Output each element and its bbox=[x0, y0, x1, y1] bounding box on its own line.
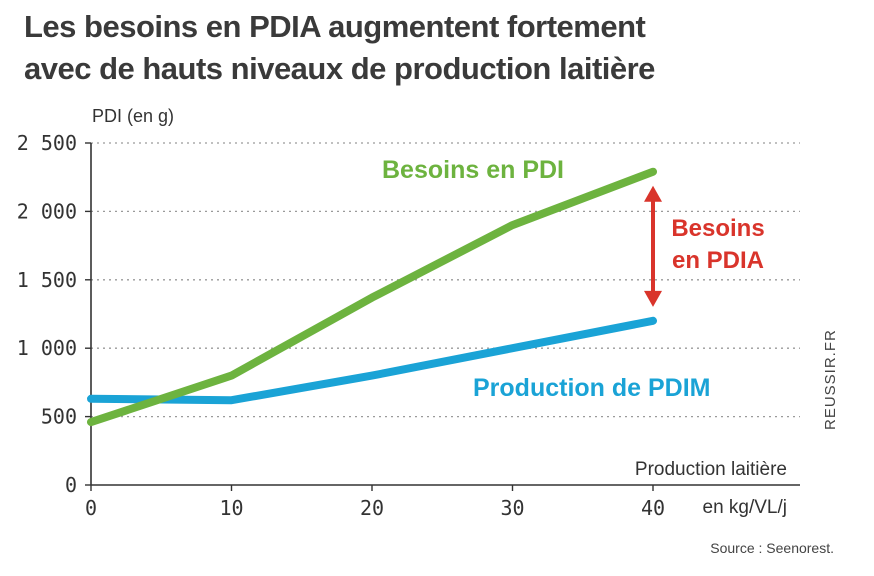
y-tick-label-1500: 1 500 bbox=[17, 268, 77, 292]
x-axis-label-line-1: Production laitière bbox=[635, 459, 787, 480]
grid bbox=[91, 142, 800, 418]
axes bbox=[85, 142, 800, 491]
title-line-2: avec de hauts niveaux de production lait… bbox=[24, 51, 655, 86]
x-tick-label-30: 30 bbox=[500, 496, 524, 520]
pdia-label-line-2: en PDIA bbox=[672, 247, 764, 274]
series-line-0 bbox=[87, 167, 657, 427]
x-tick-label-40: 40 bbox=[641, 496, 665, 520]
tick-labels: 0 500 1 000 1 500 2 000 2 500 0 10 20 30 40 bbox=[17, 131, 665, 520]
y-axis-label: PDI (en g) bbox=[92, 106, 174, 126]
x-axis-label-line-2: en kg/VL/j bbox=[703, 497, 788, 518]
y-tick-label-500: 500 bbox=[41, 405, 77, 429]
source-note: Source : Seenorest. bbox=[710, 540, 834, 556]
pdia-arrow-head-bottom bbox=[644, 290, 662, 307]
pdia-arrow-head-top bbox=[644, 185, 662, 202]
series-label-production-pdim: Production de PDIM bbox=[473, 374, 711, 402]
x-tick-label-0: 0 bbox=[85, 496, 97, 520]
series-label-besoins-pdi: Besoins en PDI bbox=[382, 156, 564, 184]
series bbox=[87, 167, 657, 427]
y-tick-label-2000: 2 000 bbox=[17, 199, 77, 223]
y-tick-label-1000: 1 000 bbox=[17, 336, 77, 360]
x-tick-label-10: 10 bbox=[219, 496, 243, 520]
x-tick-label-20: 20 bbox=[360, 496, 384, 520]
labels: PDI (en g) Production laitière en kg/VL/j B… bbox=[92, 106, 787, 518]
y-tick-label-2500: 2 500 bbox=[17, 131, 77, 155]
title-line-1: Les besoins en PDIA augmentent fortement bbox=[24, 9, 646, 44]
watermark: REUSSIR.FR bbox=[822, 329, 839, 430]
y-tick-label-0: 0 bbox=[65, 473, 77, 497]
series-line-1 bbox=[87, 316, 657, 405]
pdia-label-line-1: Besoins bbox=[671, 215, 764, 242]
chart-title: Les besoins en PDIA augmentent fortement… bbox=[24, 6, 784, 90]
